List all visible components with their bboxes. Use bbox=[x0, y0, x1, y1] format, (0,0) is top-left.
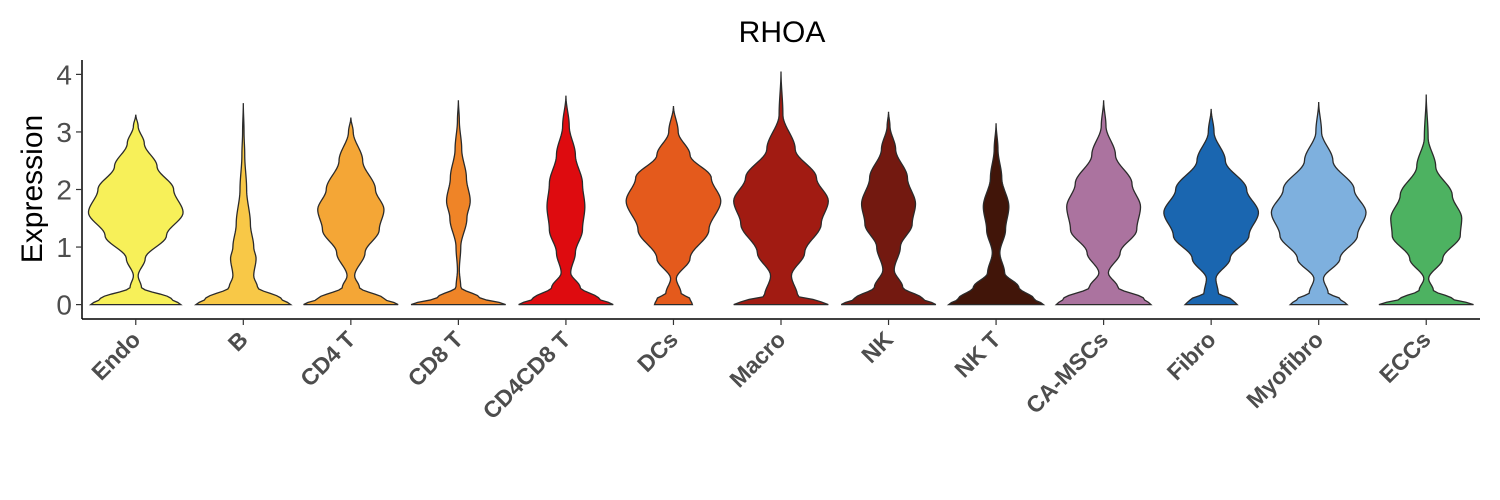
violin-macro bbox=[733, 71, 829, 306]
chart-title: RHOA bbox=[739, 16, 826, 49]
x-tick-label: Macro bbox=[724, 326, 790, 392]
x-tick-label: Fibro bbox=[1162, 326, 1221, 385]
x-tick-label: DCs bbox=[632, 326, 683, 377]
x-tick-label: NK T bbox=[949, 326, 1005, 382]
x-tick-label: Endo bbox=[86, 326, 145, 385]
violin-endo bbox=[87, 114, 184, 306]
y-tick-label: 2 bbox=[56, 175, 72, 206]
violin-fibro bbox=[1163, 108, 1260, 306]
y-tick-label: 0 bbox=[56, 290, 72, 321]
x-tick-label: Myofibro bbox=[1241, 326, 1328, 413]
y-tick-label: 4 bbox=[56, 59, 72, 90]
y-axis: 0 1 2 3 4 bbox=[56, 59, 83, 321]
violin-myofibro bbox=[1270, 102, 1367, 306]
x-tick-label: B bbox=[223, 326, 253, 356]
violin-nk-t bbox=[946, 123, 1046, 306]
violin-cd8-t bbox=[410, 100, 506, 306]
violin-cd4cd8-t bbox=[518, 95, 614, 306]
violin-eccs bbox=[1378, 94, 1474, 306]
y-tick-label: 3 bbox=[56, 117, 72, 148]
y-axis-label: Expression bbox=[16, 115, 49, 263]
x-tick-label: ECCs bbox=[1374, 326, 1436, 388]
y-tick-label: 1 bbox=[56, 232, 72, 263]
x-tick-label: CD4CD8 T bbox=[478, 326, 576, 424]
violin-b bbox=[193, 103, 293, 306]
x-tick-label: CD8 T bbox=[403, 326, 468, 391]
x-axis: Endo B CD4 T CD8 T CD4CD8 T DCs Macro NK NK T CA-… bbox=[82, 318, 1480, 424]
x-tick-label: CA-MSCs bbox=[1021, 326, 1113, 418]
x-tick-label: NK bbox=[856, 326, 898, 368]
x-tick-label: CD4 T bbox=[295, 326, 360, 391]
violin-dcs bbox=[625, 106, 722, 306]
violin-nk bbox=[840, 111, 937, 306]
violin-group bbox=[87, 71, 1474, 306]
violin-ca-mscs bbox=[1054, 100, 1153, 306]
violin-cd4-t bbox=[303, 117, 399, 306]
